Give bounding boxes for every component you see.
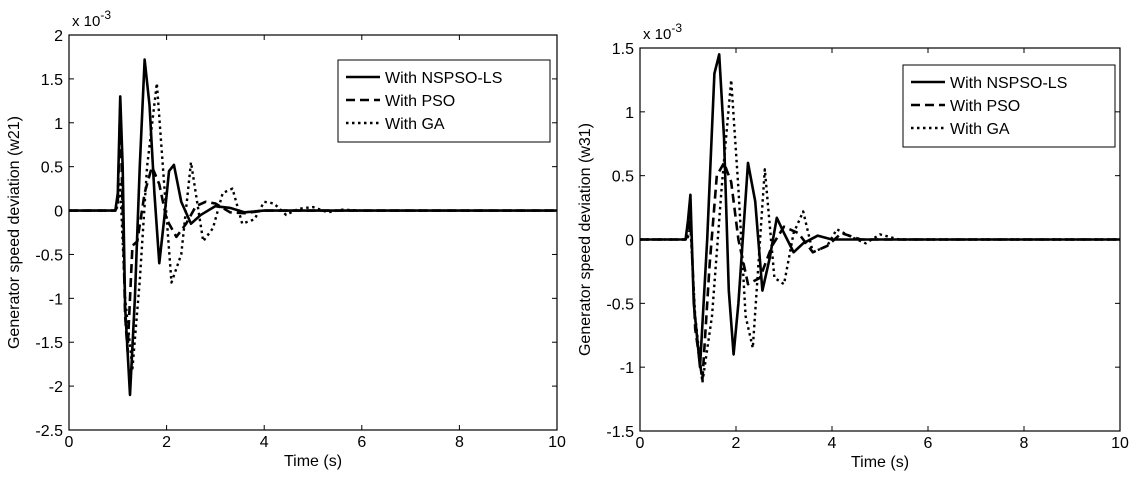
chart-1-ytick-label: 1.5	[41, 72, 63, 89]
chart-2-ytick-label: 1.5	[612, 41, 634, 58]
chart-1-y-axis-label: Generator speed deviation (w21)	[6, 116, 23, 349]
chart-2-series-2-line	[640, 161, 1120, 382]
chart-2-ytick-label: -1	[620, 360, 634, 377]
chart-2-y-axis-label: Generator speed deviation (w31)	[577, 123, 594, 356]
chart-1-legend: With NSPSO-LS With PSO With GA	[337, 59, 551, 143]
chart-1-legend-box	[337, 59, 551, 143]
chart-1-ytick-label: -2.5	[35, 423, 63, 440]
chart-1-ytick-label: 1	[54, 116, 63, 133]
chart-1-xtick-label: 8	[455, 434, 464, 451]
chart-1-xtick-label: 4	[260, 434, 269, 451]
chart-1-series-2-line	[69, 103, 557, 353]
chart-1-xtick-label: 6	[357, 434, 366, 451]
chart-1-ytick-label: 2	[54, 28, 63, 45]
chart-2-legend-box	[902, 64, 1116, 148]
chart-2-ytick-label: -0.5	[606, 296, 634, 313]
chart-1-series-3-line	[69, 82, 557, 370]
chart-1-xtick-label: 2	[162, 434, 171, 451]
chart-1-x-axis-label: Time (s)	[284, 453, 342, 470]
chart-1-exponent-base: x 10	[72, 13, 100, 30]
chart-1-xtick-label: 10	[548, 434, 566, 451]
chart-1: 0 2 4 6 8 10 -2.5 -2 -1.5 -1 -0.5 0 0.5 1 1.5 2 x 10-3 Ti…	[6, 8, 566, 470]
chart-2-ytick-label: 0	[625, 233, 634, 250]
chart-2-xtick-label: 0	[636, 435, 645, 452]
chart-1-ytick-label: -1	[49, 291, 63, 308]
chart-2-exponent-base: x 10	[643, 26, 671, 43]
chart-2: 0 2 4 6 8 10 -1.5 -1 -0.5 0 0.5 1 1.5 x 10-3 Time (s) G…	[577, 21, 1129, 471]
chart-1-xtick-label: 0	[65, 434, 74, 451]
chart-2-exponent-power: -3	[671, 21, 682, 35]
chart-1-ytick-label: -2	[49, 379, 63, 396]
chart-1-axes-box	[68, 34, 558, 431]
chart-2-xtick-label: 8	[1020, 435, 1029, 452]
chart-1-legend-label-3: With GA	[385, 116, 445, 133]
chart-1-exponent-label: x 10-3	[72, 8, 111, 30]
chart-2-ytick-label: -1.5	[606, 424, 634, 441]
chart-1-legend-label-2: With PSO	[385, 93, 455, 110]
chart-2-legend-label-1: With NSPSO-LS	[950, 75, 1067, 92]
chart-2-ytick-label: 1	[625, 105, 634, 122]
chart-2-exponent-label: x 10-3	[643, 21, 682, 43]
chart-1-ytick-label: 0	[54, 204, 63, 221]
chart-1-legend-label-1: With NSPSO-LS	[385, 70, 502, 87]
chart-2-xtick-label: 4	[828, 435, 837, 452]
chart-1-ytick-label: 0.5	[41, 160, 63, 177]
chart-1-ytick-label: -1.5	[35, 335, 63, 352]
chart-2-legend-label-2: With PSO	[950, 98, 1020, 115]
chart-1-ytick-label: -0.5	[35, 247, 63, 264]
chart-2-ytick-label: 0.5	[612, 169, 634, 186]
chart-1-exponent-power: -3	[100, 8, 111, 22]
chart-2-xtick-label: 2	[732, 435, 741, 452]
chart-2-legend: With NSPSO-LS With PSO With GA	[902, 64, 1116, 148]
chart-2-xtick-label: 10	[1111, 435, 1129, 452]
chart-2-xtick-label: 6	[924, 435, 933, 452]
chart-2-legend-label-3: With GA	[950, 121, 1010, 138]
chart-2-x-axis-label: Time (s)	[851, 454, 909, 471]
